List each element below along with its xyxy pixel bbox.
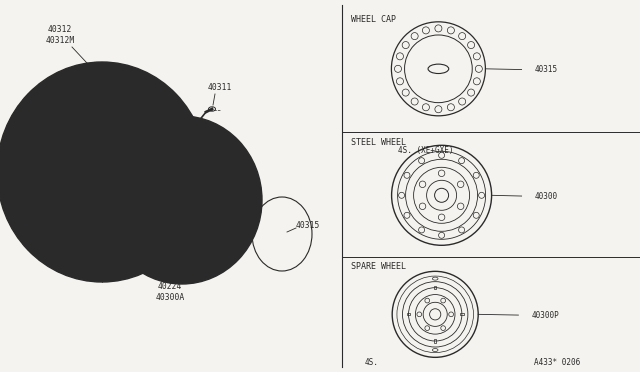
Bar (434, 339, 436, 343)
Ellipse shape (42, 110, 162, 234)
Text: 4S.: 4S. (364, 357, 378, 366)
Text: 40300
40300P: 40300 40300P (108, 107, 136, 127)
Text: 40300P: 40300P (531, 311, 559, 320)
Text: 40311: 40311 (208, 83, 232, 92)
Text: 40315: 40315 (296, 221, 321, 230)
Text: 40312
40312M: 40312 40312M (45, 25, 75, 45)
Text: SPARE WHEEL: SPARE WHEEL (351, 262, 406, 271)
Text: 40343: 40343 (203, 215, 227, 224)
Ellipse shape (0, 62, 207, 282)
Text: A433* 0206: A433* 0206 (534, 357, 580, 366)
Text: 40224
40300A: 40224 40300A (156, 282, 184, 302)
Text: 40315: 40315 (534, 65, 557, 74)
Text: 40300: 40300 (534, 192, 557, 201)
Bar (460, 313, 463, 315)
Ellipse shape (102, 116, 262, 284)
Bar (434, 286, 436, 289)
Bar (407, 313, 410, 315)
Text: STEEL WHEEL: STEEL WHEEL (351, 138, 406, 147)
Text: WHEEL CAP: WHEEL CAP (351, 15, 396, 24)
Text: 4S. (XE+GXE): 4S. (XE+GXE) (398, 145, 453, 154)
